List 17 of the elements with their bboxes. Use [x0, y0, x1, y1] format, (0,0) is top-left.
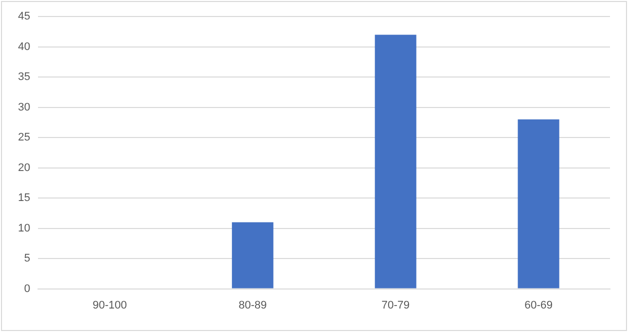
bar: [518, 119, 560, 288]
y-tick-label: 0: [24, 282, 30, 295]
y-tick-label: 40: [18, 40, 30, 53]
x-tick-label: 70-79: [382, 299, 410, 312]
y-tick-label: 10: [18, 222, 30, 234]
y-tick-label: 15: [18, 192, 30, 204]
x-tick-label: 80-89: [238, 299, 267, 312]
y-tick-label: 20: [18, 162, 30, 174]
x-tick-label: 90-100: [92, 299, 127, 312]
y-tick-label: 30: [18, 101, 30, 114]
x-tick-label: 60-69: [524, 299, 553, 312]
y-tick-label: 35: [18, 71, 30, 84]
y-tick-label: 5: [24, 252, 30, 265]
y-tick-label: 45: [18, 10, 30, 23]
y-tick-label: 25: [18, 132, 30, 144]
bar: [232, 222, 274, 288]
bar: [374, 34, 416, 288]
